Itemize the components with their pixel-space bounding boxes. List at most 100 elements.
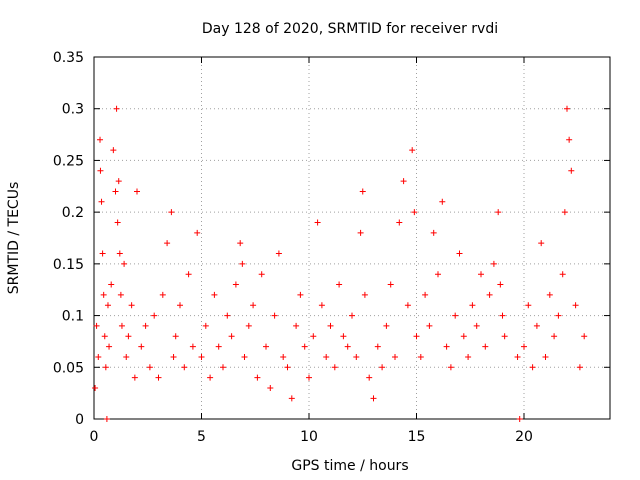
data-point	[460, 333, 467, 340]
data-point	[359, 188, 366, 195]
data-point	[99, 250, 106, 257]
data-point	[561, 209, 568, 216]
data-point	[576, 364, 583, 371]
x-tick-label: 5	[197, 429, 206, 445]
data-point	[353, 353, 360, 360]
data-point	[101, 333, 108, 340]
data-point	[128, 302, 135, 309]
data-point	[516, 416, 523, 422]
data-point	[456, 250, 463, 257]
data-point	[340, 333, 347, 340]
data-point	[331, 364, 338, 371]
data-point	[232, 281, 239, 288]
data-point	[495, 209, 502, 216]
x-tick-label: 10	[300, 429, 318, 445]
data-point	[422, 291, 429, 298]
data-point	[318, 302, 325, 309]
data-point	[490, 260, 497, 267]
data-point	[572, 302, 579, 309]
chart-title: Day 128 of 2020, SRMTID for receiver rvd…	[202, 21, 498, 37]
data-point	[521, 343, 527, 350]
y-tick-label: 0.25	[53, 153, 84, 169]
data-point	[551, 333, 558, 340]
data-point	[564, 105, 570, 112]
data-point	[159, 291, 166, 298]
y-axis-label: SRMTID / TECUs	[6, 182, 22, 295]
data-point	[239, 260, 246, 267]
data-point	[168, 209, 175, 216]
x-tick-label: 20	[515, 429, 533, 445]
data-point	[275, 250, 282, 257]
data-point	[323, 353, 330, 360]
data-point	[263, 343, 269, 350]
data-point	[499, 312, 506, 319]
data-point	[374, 343, 381, 350]
data-point	[254, 374, 261, 381]
x-tick-label: 15	[408, 429, 426, 445]
data-point	[387, 281, 394, 288]
y-tick-label: 0.3	[62, 102, 84, 118]
data-point	[404, 302, 411, 309]
data-point	[314, 219, 321, 226]
data-point	[559, 271, 566, 278]
data-point	[447, 364, 454, 371]
data-point	[207, 374, 214, 381]
data-point	[215, 343, 222, 350]
data-point	[344, 343, 351, 350]
data-point	[185, 271, 192, 278]
data-point	[546, 291, 553, 298]
data-point	[301, 343, 308, 350]
data-point	[426, 322, 433, 329]
data-point	[409, 147, 416, 154]
data-point	[310, 333, 317, 340]
data-point	[361, 291, 368, 298]
data-point	[383, 322, 390, 329]
data-point	[112, 188, 119, 195]
data-point	[443, 343, 450, 350]
y-tick-label: 0.2	[62, 205, 84, 221]
data-point	[370, 395, 377, 402]
data-point	[220, 364, 226, 371]
data-point	[97, 167, 104, 174]
data-point	[97, 136, 104, 143]
data-point	[400, 178, 407, 185]
data-point	[110, 147, 117, 154]
data-point	[98, 198, 105, 205]
data-point	[267, 384, 274, 391]
data-point	[288, 395, 295, 402]
data-point	[533, 322, 540, 329]
data-point	[439, 198, 446, 205]
data-point	[125, 333, 132, 340]
data-point	[293, 322, 300, 329]
data-point	[117, 291, 124, 298]
data-point	[146, 364, 153, 371]
data-point	[172, 333, 179, 340]
data-point	[250, 302, 257, 309]
data-point	[514, 353, 521, 360]
data-point	[271, 312, 278, 319]
data-point	[92, 384, 99, 391]
data-point	[525, 302, 532, 309]
data-point	[113, 105, 120, 112]
data-point	[497, 281, 504, 288]
data-point	[211, 291, 218, 298]
data-point	[538, 240, 545, 247]
data-point	[103, 416, 110, 422]
data-point	[306, 374, 312, 381]
data-point	[115, 178, 122, 185]
data-point	[529, 364, 536, 371]
data-point	[151, 312, 158, 319]
data-point	[379, 364, 386, 371]
grid	[94, 57, 610, 419]
data-point	[108, 281, 115, 288]
data-point	[413, 333, 420, 340]
data-point	[170, 353, 177, 360]
data-point	[121, 260, 128, 267]
data-point	[116, 250, 123, 257]
data-point	[336, 281, 343, 288]
data-point	[366, 374, 373, 381]
data-point	[581, 333, 588, 340]
y-tick-label: 0.05	[53, 360, 84, 376]
data-point	[194, 229, 201, 236]
